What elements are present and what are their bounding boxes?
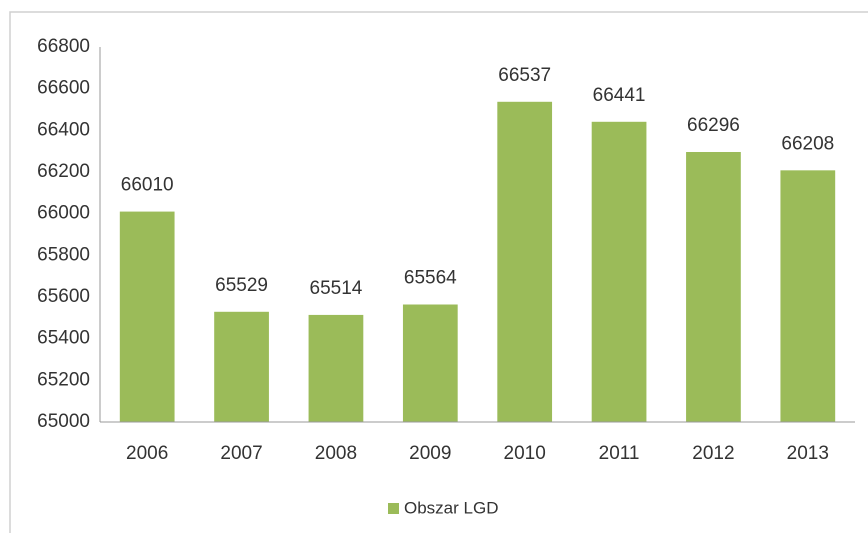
x-tick-label: 2011 xyxy=(599,443,640,464)
bar xyxy=(402,304,458,422)
y-tick-label: 65200 xyxy=(37,369,90,390)
bar xyxy=(497,101,553,423)
legend-label: Obszar LGD xyxy=(404,498,498,517)
bar xyxy=(686,152,741,422)
x-tick-label: 2006 xyxy=(126,443,168,464)
bar xyxy=(780,170,836,422)
y-tick-label: 65400 xyxy=(37,328,90,349)
data-label: 66296 xyxy=(687,115,740,136)
y-tick-label: 66600 xyxy=(37,78,90,99)
y-tick-label: 66200 xyxy=(37,161,90,182)
data-label: 65564 xyxy=(404,268,457,289)
data-label: 65514 xyxy=(310,278,363,299)
bar xyxy=(214,311,269,422)
y-tick-label: 65600 xyxy=(37,286,90,307)
data-label: 66208 xyxy=(781,133,834,154)
x-tick-label: 2013 xyxy=(787,443,829,464)
y-tick-label: 66800 xyxy=(37,36,90,57)
bar xyxy=(308,314,364,422)
x-tick-label: 2010 xyxy=(504,443,546,464)
x-tick-label: 2012 xyxy=(692,443,734,464)
data-label: 66441 xyxy=(593,85,646,106)
bar xyxy=(591,121,647,423)
y-tick-label: 65000 xyxy=(37,411,90,432)
y-tick-label: 66400 xyxy=(37,119,90,140)
data-label: 66010 xyxy=(121,175,174,196)
y-tick-label: 66000 xyxy=(37,203,90,224)
x-tick-label: 2009 xyxy=(409,443,451,464)
y-tick-label: 65800 xyxy=(37,244,90,265)
bar xyxy=(119,211,175,422)
x-tick-label: 2007 xyxy=(220,443,262,464)
data-label: 66537 xyxy=(498,65,551,86)
x-tick-label: 2008 xyxy=(315,443,357,464)
data-label: 65529 xyxy=(215,275,268,296)
legend-swatch xyxy=(388,503,399,514)
